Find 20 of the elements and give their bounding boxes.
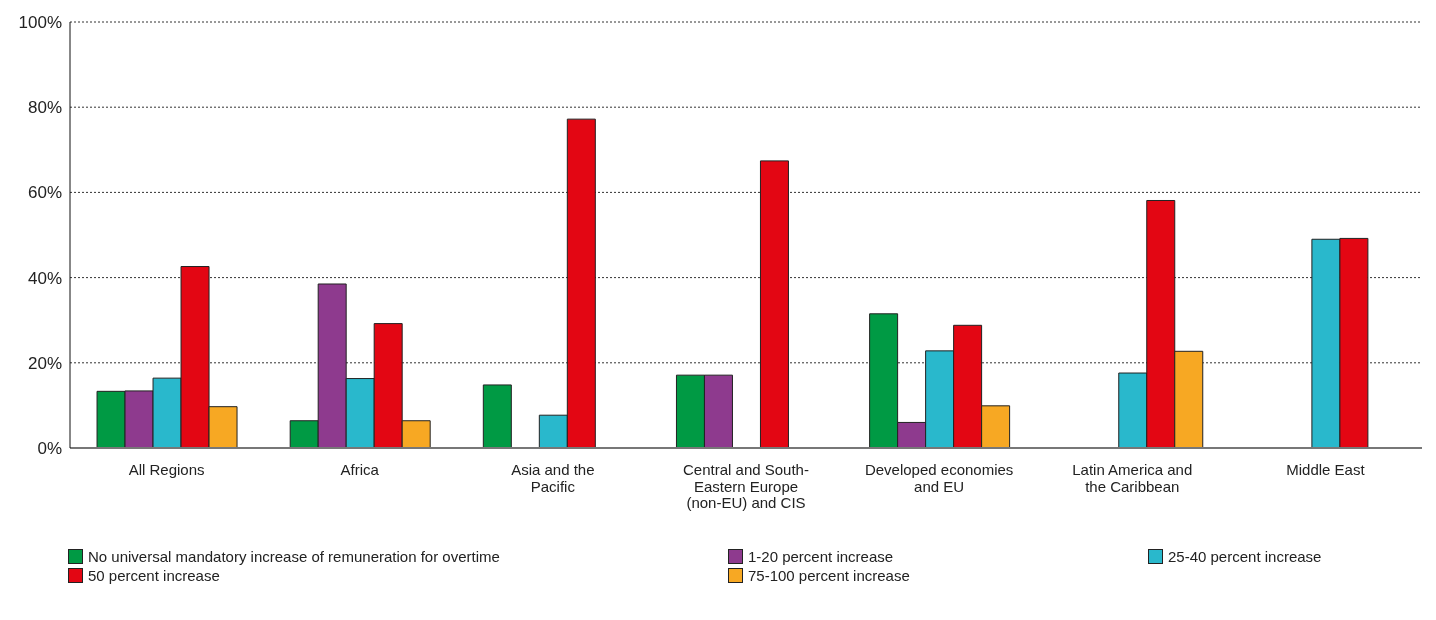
x-tick-label: Asia and the Pacific — [511, 461, 595, 495]
y-tick-label: 60% — [27, 183, 62, 203]
legend-label: 50 percent increase — [88, 567, 220, 584]
x-tick-label: All Regions — [128, 461, 205, 478]
legend-label: 1-20 percent increase — [748, 548, 894, 565]
x-tick-label: Latin America and the Caribbean — [1072, 461, 1193, 495]
legend-label: 25-40 percent increase — [1168, 548, 1322, 565]
x-tick-label: Developed economies and EU — [864, 461, 1014, 495]
bar — [759, 160, 789, 448]
x-tick-label: Africa — [340, 461, 380, 478]
y-tick-label: 100% — [18, 13, 62, 33]
y-tick-label: 40% — [27, 268, 62, 288]
y-tick-label: 80% — [27, 98, 62, 118]
x-tick-label: Central and South-Eastern Europe (non-EU) and CIS — [683, 461, 809, 511]
y-tick-label: 20% — [27, 353, 62, 373]
y-tick-label: 0% — [37, 439, 62, 459]
x-tick-label: Middle East — [1286, 461, 1366, 478]
legend-label: 75-100 percent increase — [748, 567, 910, 584]
legend-label: No universal mandatory increase of remuneration for overtime — [88, 548, 500, 565]
bar — [482, 384, 512, 448]
